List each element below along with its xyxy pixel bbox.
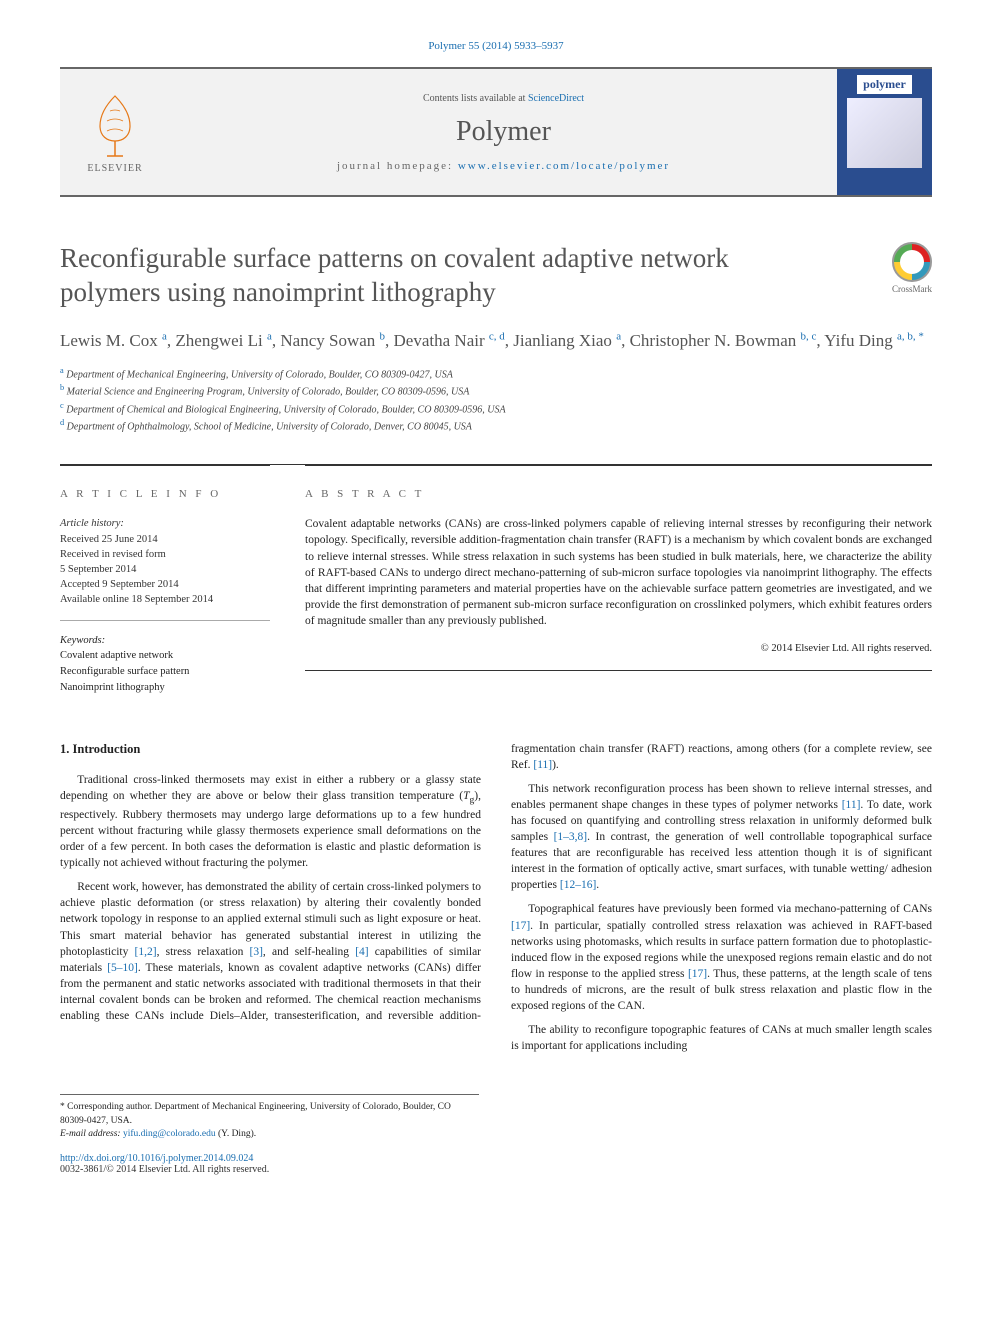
sciencedirect-link[interactable]: ScienceDirect: [528, 93, 584, 104]
cover-image: [847, 98, 922, 168]
elsevier-label: ELSEVIER: [87, 163, 142, 174]
journal-header: ELSEVIER Contents lists available at Sci…: [60, 67, 932, 197]
email-label: E-mail address:: [60, 1129, 121, 1139]
body-paragraph: Traditional cross-linked thermosets may …: [60, 772, 481, 871]
body-paragraph: This network reconfiguration process has…: [511, 781, 932, 894]
email-line: E-mail address: yifu.ding@colorado.edu (…: [60, 1128, 479, 1141]
affiliations-block: a Department of Mechanical Engineering, …: [60, 365, 932, 434]
body-paragraph: Topographical features have previously b…: [511, 901, 932, 1014]
email-name: (Y. Ding).: [218, 1129, 256, 1139]
keyword: Covalent adaptive network: [60, 648, 270, 664]
history-label: Article history:: [60, 516, 270, 531]
corresponding-author: * Corresponding author. Department of Me…: [60, 1101, 479, 1128]
homepage-url[interactable]: www.elsevier.com/locate/polymer: [458, 160, 670, 172]
keyword: Reconfigurable surface pattern: [60, 664, 270, 680]
issn-line: 0032-3861/© 2014 Elsevier Ltd. All right…: [60, 1164, 932, 1175]
history-line: Accepted 9 September 2014: [60, 577, 270, 592]
history-line: 5 September 2014: [60, 562, 270, 577]
affiliation-line: a Department of Mechanical Engineering, …: [60, 365, 932, 382]
article-info-heading: A R T I C L E I N F O: [60, 488, 270, 500]
affiliation-line: d Department of Ophthalmology, School of…: [60, 417, 932, 434]
history-line: Received in revised form: [60, 547, 270, 562]
authors-line: Lewis M. Cox a, Zhengwei Li a, Nancy Sow…: [60, 328, 932, 354]
affiliation-line: c Department of Chemical and Biological …: [60, 400, 932, 417]
affiliation-line: b Material Science and Engineering Progr…: [60, 382, 932, 399]
crossmark-badge[interactable]: CrossMark: [892, 242, 932, 294]
journal-cover-thumb: polymer: [837, 69, 932, 195]
elsevier-tree-icon: [85, 91, 145, 161]
contents-prefix: Contents lists available at: [423, 93, 528, 104]
keyword: Nanoimprint lithography: [60, 680, 270, 696]
cover-badge: polymer: [857, 75, 912, 94]
abstract-copyright: © 2014 Elsevier Ltd. All rights reserved…: [305, 643, 932, 654]
history-line: Received 25 June 2014: [60, 532, 270, 547]
email-link[interactable]: yifu.ding@colorado.edu: [123, 1129, 216, 1139]
journal-name: Polymer: [170, 116, 837, 148]
citation-line: Polymer 55 (2014) 5933–5937: [60, 40, 932, 52]
homepage-prefix: journal homepage:: [337, 160, 458, 172]
section-heading: 1. Introduction: [60, 741, 481, 759]
doi-link[interactable]: http://dx.doi.org/10.1016/j.polymer.2014…: [60, 1153, 932, 1164]
article-info-column: A R T I C L E I N F O Article history: R…: [60, 465, 270, 695]
keywords-block: Keywords: Covalent adaptive networkRecon…: [60, 633, 270, 696]
abstract-heading: A B S T R A C T: [305, 488, 932, 500]
abstract-column: A B S T R A C T Covalent adaptable netwo…: [305, 465, 932, 695]
article-history: Article history: Received 25 June 2014Re…: [60, 516, 270, 620]
article-title: Reconfigurable surface patterns on coval…: [60, 242, 830, 310]
abstract-bottom-rule: [305, 670, 932, 671]
history-line: Available online 18 September 2014: [60, 592, 270, 607]
contents-lists-line: Contents lists available at ScienceDirec…: [170, 93, 837, 104]
crossmark-icon: [892, 242, 932, 282]
keywords-label: Keywords:: [60, 633, 270, 649]
footnote-block: * Corresponding author. Department of Me…: [60, 1094, 479, 1141]
journal-homepage[interactable]: journal homepage: www.elsevier.com/locat…: [170, 160, 837, 172]
crossmark-label: CrossMark: [892, 284, 932, 294]
elsevier-logo[interactable]: ELSEVIER: [60, 69, 170, 195]
body-text: 1. Introduction Traditional cross-linked…: [60, 741, 932, 1055]
abstract-text: Covalent adaptable networks (CANs) are c…: [305, 516, 932, 629]
body-paragraph: The ability to reconfigure topographic f…: [511, 1022, 932, 1054]
